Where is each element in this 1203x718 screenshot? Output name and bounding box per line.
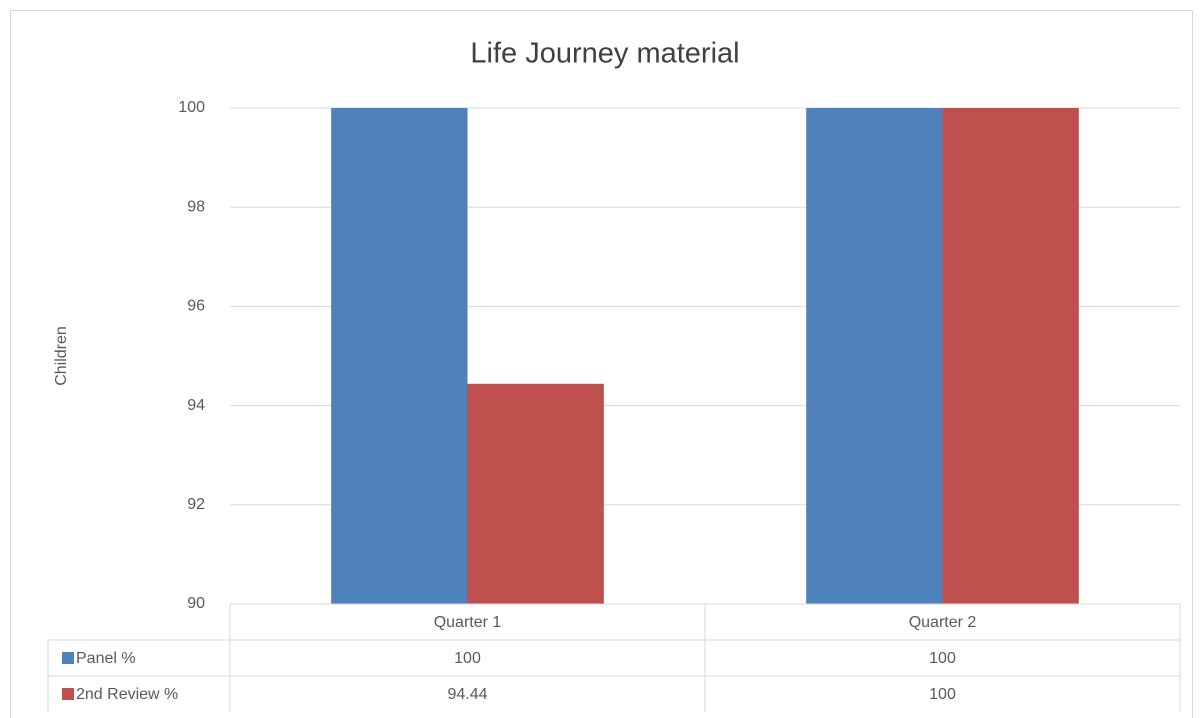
y-tick-label: 100 (178, 99, 205, 116)
chart-title: Life Journey material (470, 38, 739, 70)
y-tick-label: 94 (187, 397, 205, 414)
legend-swatch (62, 688, 74, 700)
y-axis-label: Children (53, 326, 70, 386)
bar (331, 108, 468, 604)
bar (942, 108, 1079, 604)
x-tick-label: Quarter 2 (909, 614, 977, 631)
y-tick-label: 90 (187, 595, 205, 612)
legend-label: 2nd Review % (76, 686, 178, 703)
table-value: 100 (929, 650, 956, 667)
bar (467, 383, 604, 604)
table-value: 100 (454, 650, 481, 667)
legend-swatch (62, 652, 74, 664)
table-value: 94.44 (447, 686, 487, 703)
y-tick-label: 96 (187, 298, 205, 315)
bar (806, 108, 943, 604)
table-value: 100 (929, 686, 956, 703)
legend-label: Panel % (76, 650, 136, 667)
x-tick-label: Quarter 1 (434, 614, 502, 631)
y-tick-label: 98 (187, 198, 205, 215)
y-tick-label: 92 (187, 496, 205, 513)
